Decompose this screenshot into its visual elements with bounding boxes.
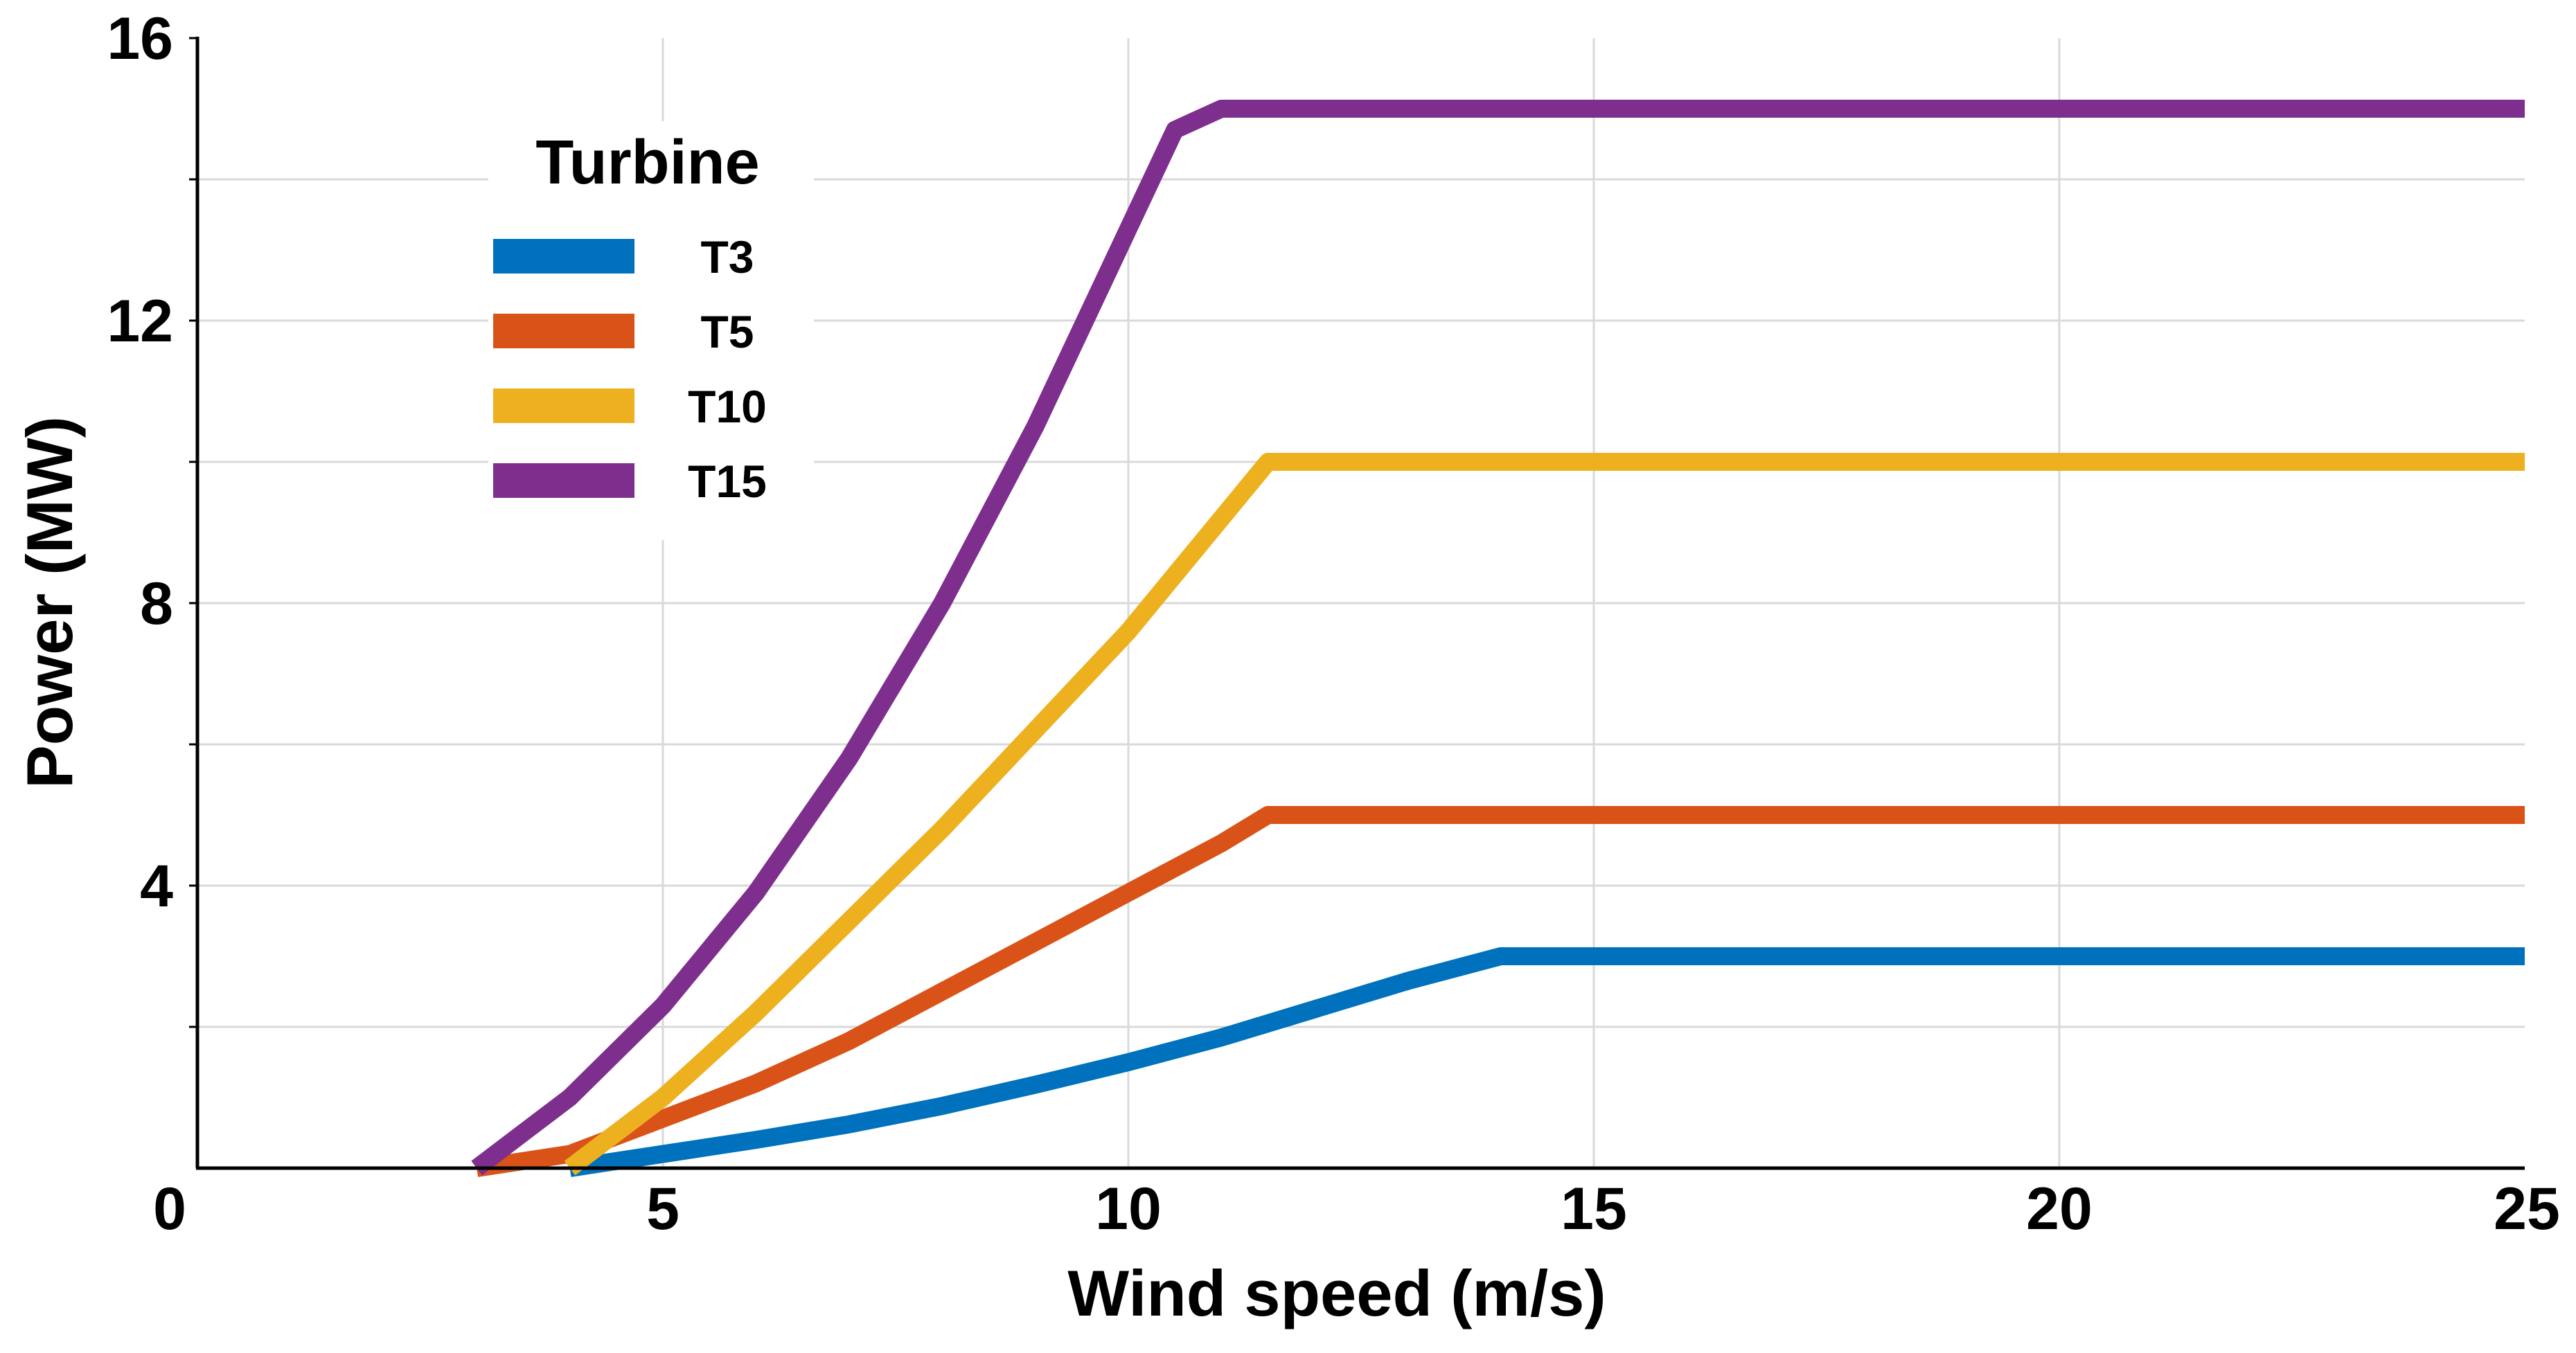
series-line-t3 — [568, 947, 2525, 1177]
x-axis-title: Wind speed (m/s) — [1067, 1257, 1606, 1329]
x-tick-label: 0 — [153, 1176, 186, 1242]
y-tick-label: 16 — [107, 6, 173, 72]
legend-label-t10: T10 — [688, 381, 767, 432]
x-tick-label: 10 — [1095, 1176, 1162, 1242]
y-axis-title: Power (MW) — [13, 416, 86, 789]
legend-swatch-t10 — [493, 388, 634, 423]
legend-swatch-t15 — [493, 463, 634, 498]
series-line-t10 — [564, 453, 2525, 1176]
legend-label-t15: T15 — [688, 456, 767, 507]
y-tick-label: 12 — [107, 288, 173, 355]
x-tick-label: 20 — [2026, 1176, 2093, 1242]
series-line-t15 — [471, 100, 2525, 1176]
tick-layer: 0 5 10 15 20 25 4 8 12 16 — [107, 6, 2560, 1242]
legend: Turbine T3 T5 T10 T15 — [488, 121, 814, 540]
legend-swatch-t5 — [493, 314, 634, 348]
series-layer — [471, 100, 2525, 1177]
legend-title: Turbine — [535, 128, 759, 197]
legend-label-t3: T3 — [700, 231, 754, 283]
legend-label-t5: T5 — [700, 306, 754, 357]
legend-swatch-t3 — [493, 239, 634, 274]
x-tick-label: 25 — [2494, 1176, 2560, 1242]
y-tick-label: 4 — [140, 853, 173, 920]
x-tick-label: 15 — [1561, 1176, 1627, 1242]
x-tick-label: 5 — [646, 1176, 679, 1242]
y-tick-label: 8 — [140, 571, 173, 637]
